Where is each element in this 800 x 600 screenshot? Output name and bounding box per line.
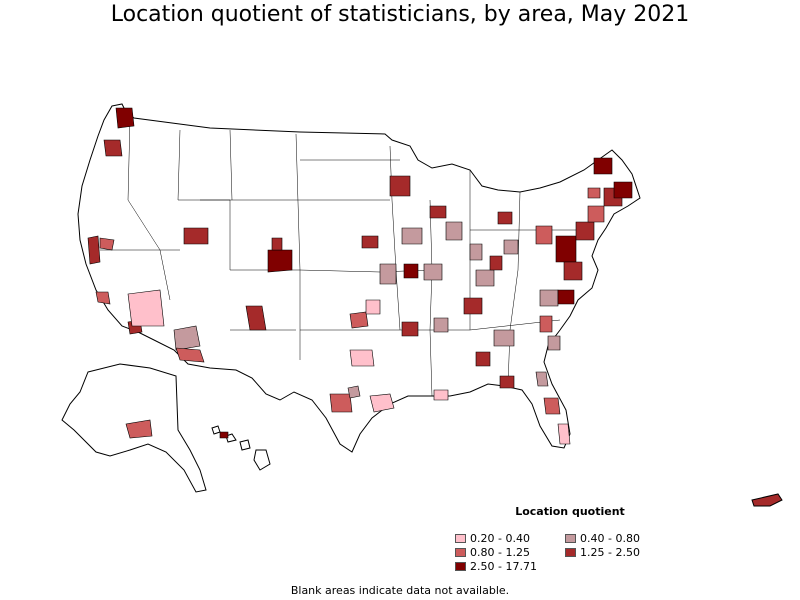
- legend-swatch-1: [565, 534, 576, 543]
- legend-label-4: 2.50 - 17.71: [470, 560, 537, 573]
- puerto-rico: [751, 493, 783, 507]
- legend: Location quotient 0.20 - 0.40 0.40 - 0.8…: [455, 505, 685, 573]
- shaded-areas: [87, 107, 633, 445]
- legend-item-3: 1.25 - 2.50: [565, 546, 675, 559]
- legend-swatch-4: [455, 562, 466, 571]
- legend-item-0: 0.20 - 0.40: [455, 532, 565, 545]
- legend-label-0: 0.20 - 0.40: [470, 532, 530, 545]
- legend-swatch-3: [565, 548, 576, 557]
- legend-title: Location quotient: [515, 505, 625, 518]
- legend-grid: 0.20 - 0.40 0.40 - 0.80 0.80 - 1.25 1.25…: [455, 532, 685, 573]
- legend-label-3: 1.25 - 2.50: [580, 546, 640, 559]
- legend-label-2: 0.80 - 1.25: [470, 546, 530, 559]
- map-title: Location quotient of statisticians, by a…: [110, 2, 690, 27]
- legend-item-2: 0.80 - 1.25: [455, 546, 565, 559]
- legend-swatch-0: [455, 534, 466, 543]
- legend-swatch-2: [455, 548, 466, 557]
- hawaii-islands: [211, 425, 271, 471]
- footnote: Blank areas indicate data not available.: [290, 584, 510, 597]
- legend-item-4: 2.50 - 17.71: [455, 560, 565, 573]
- legend-item-1: 0.40 - 0.80: [565, 532, 675, 545]
- legend-label-1: 0.40 - 0.80: [580, 532, 640, 545]
